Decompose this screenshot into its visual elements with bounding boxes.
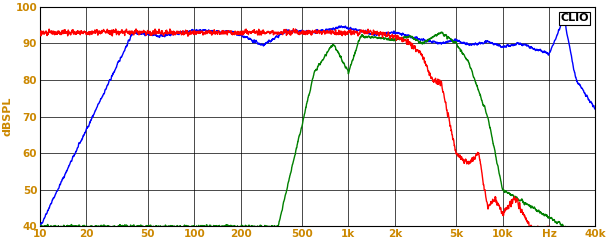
Y-axis label: dBSPL: dBSPL [3, 97, 13, 136]
Text: CLIO: CLIO [560, 13, 589, 23]
